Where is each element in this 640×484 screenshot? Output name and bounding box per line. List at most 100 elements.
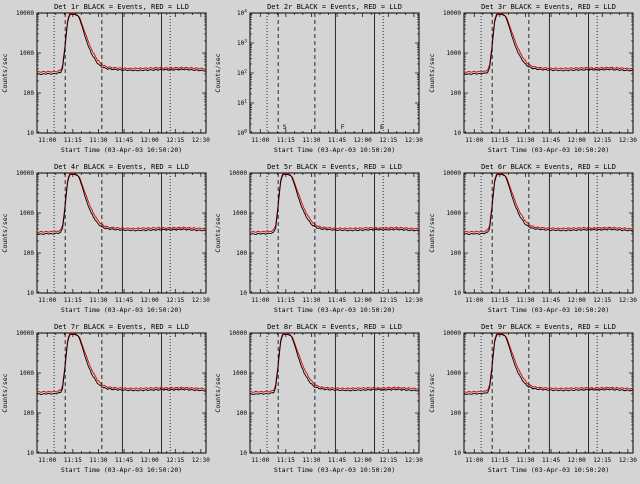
- panel-det-6: Det 6r BLACK = Events, RED = LLD 11:00 11:…: [427, 160, 640, 320]
- x-tick-label: 12:00: [141, 137, 159, 144]
- y-axis-label: Counts/sec: [214, 373, 222, 412]
- y-tick-label: 100: [236, 410, 247, 417]
- series-lld: [250, 173, 420, 233]
- y-axis-label: Counts/sec: [428, 53, 436, 92]
- y-tick-label: 10: [240, 450, 248, 457]
- panel-svg-7: Det 7r BLACK = Events, RED = LLD 11:00 11:…: [1, 323, 210, 474]
- y-tick-label: 1000: [20, 210, 35, 217]
- x-tick-label: 12:00: [567, 137, 585, 144]
- series-events: [36, 333, 207, 396]
- panel-title: Det 4r BLACK = Events, RED = LLD: [54, 163, 189, 171]
- y-tick-label: 10000: [16, 170, 34, 177]
- y-tick-label: 100: [236, 250, 247, 257]
- series-events: [463, 13, 633, 76]
- series-events: [36, 13, 207, 76]
- x-tick-label: 11:45: [328, 137, 346, 144]
- series-events: [250, 333, 420, 395]
- plot-frame: [249, 332, 420, 454]
- panel-title: Det 1r BLACK = Events, RED = LLD: [54, 3, 189, 11]
- annotation-s: S: [283, 123, 287, 131]
- plot-frame: [36, 172, 207, 294]
- x-tick-label: 12:15: [593, 457, 611, 464]
- panel-svg-3: Det 3r BLACK = Events, RED = LLD 11:00 11:…: [428, 3, 637, 154]
- plot-frame: [463, 172, 634, 294]
- series-events: [250, 173, 420, 235]
- series-lld: [36, 173, 207, 233]
- series-lld: [36, 13, 207, 73]
- x-tick-label: 11:45: [115, 137, 133, 144]
- panel-title: Det 5r BLACK = Events, RED = LLD: [267, 163, 402, 171]
- x-tick-label: 11:45: [542, 457, 560, 464]
- x-tick-label: 12:30: [192, 137, 210, 144]
- panel-det-5: Det 5r BLACK = Events, RED = LLD 11:00 11:…: [213, 160, 426, 320]
- x-tick-label: 12:00: [354, 297, 372, 304]
- y-tick-label: 10000: [16, 10, 34, 17]
- x-tick-label: 11:00: [252, 457, 270, 464]
- x-axis-label: Start Time (03-Apr-03 10:50:20): [487, 466, 608, 474]
- x-tick-label: 11:15: [277, 137, 295, 144]
- x-tick-label: 11:00: [38, 457, 56, 464]
- panel-svg-1: Det 1r BLACK = Events, RED = LLD 11:00 11:…: [1, 3, 210, 154]
- y-tick-label: 10: [453, 450, 461, 457]
- annotation-f: F: [341, 123, 345, 131]
- panel-svg-5: Det 5r BLACK = Events, RED = LLD 11:00 11:…: [214, 163, 423, 314]
- x-tick-label: 12:15: [166, 137, 184, 144]
- x-tick-label: 12:00: [567, 297, 585, 304]
- x-tick-label: 11:45: [115, 457, 133, 464]
- x-tick-label: 11:30: [89, 457, 107, 464]
- x-tick-label: 11:45: [328, 297, 346, 304]
- series-lld: [250, 333, 420, 393]
- panel-title: Det 3r BLACK = Events, RED = LLD: [481, 3, 616, 11]
- y-axis-label: Counts/sec: [428, 213, 436, 252]
- x-axis-label: Start Time (03-Apr-03 10:50:20): [61, 146, 182, 154]
- x-tick-label: 12:15: [593, 137, 611, 144]
- panel-svg-8: Det 8r BLACK = Events, RED = LLD 11:00 11:…: [214, 323, 423, 474]
- series-events: [36, 173, 207, 235]
- x-tick-label: 12:30: [619, 297, 637, 304]
- series-lld: [463, 13, 633, 73]
- y-tick-label: 101: [237, 99, 247, 108]
- x-tick-label: 11:00: [38, 297, 56, 304]
- y-tick-label: 100: [23, 410, 34, 417]
- x-tick-label: 12:15: [380, 137, 398, 144]
- panel-title: Det 2r BLACK = Events, RED = LLD: [267, 3, 402, 11]
- panel-det-1: Det 1r BLACK = Events, RED = LLD 11:00 11:…: [0, 0, 213, 160]
- series-events: [463, 333, 633, 395]
- plot-frame: [36, 332, 207, 454]
- x-tick-label: 12:30: [405, 457, 423, 464]
- x-tick-label: 11:30: [89, 297, 107, 304]
- y-axis-label: Counts/sec: [428, 373, 436, 412]
- panel-title: Det 6r BLACK = Events, RED = LLD: [481, 163, 616, 171]
- panel-det-7: Det 7r BLACK = Events, RED = LLD 11:00 11:…: [0, 320, 213, 480]
- x-tick-label: 11:30: [303, 457, 321, 464]
- x-tick-label: 11:15: [64, 137, 82, 144]
- panel-det-9: Det 9r BLACK = Events, RED = LLD 11:00 11:…: [427, 320, 640, 480]
- y-tick-label: 100: [450, 90, 461, 97]
- y-tick-label: 103: [237, 39, 247, 48]
- y-tick-label: 100: [237, 129, 247, 138]
- x-tick-label: 11:15: [277, 297, 295, 304]
- y-tick-label: 1000: [20, 370, 35, 377]
- x-axis-label: Start Time (03-Apr-03 10:50:20): [487, 306, 608, 314]
- annotation-e: E: [380, 123, 384, 131]
- x-tick-label: 12:30: [405, 137, 423, 144]
- x-tick-label: 12:00: [141, 297, 159, 304]
- y-axis-label: Counts/sec: [214, 213, 222, 252]
- y-tick-label: 1000: [446, 50, 461, 57]
- x-axis-label: Start Time (03-Apr-03 10:50:20): [274, 146, 395, 154]
- plot-frame: [249, 172, 420, 294]
- plot-frame: [249, 12, 420, 134]
- x-tick-label: 12:30: [405, 297, 423, 304]
- y-axis-label: Counts/sec: [1, 53, 9, 92]
- x-tick-label: 11:30: [516, 457, 534, 464]
- panel-title: Det 8r BLACK = Events, RED = LLD: [267, 323, 402, 331]
- x-axis-label: Start Time (03-Apr-03 10:50:20): [274, 466, 395, 474]
- series-events: [463, 173, 633, 236]
- plot-frame: [463, 332, 634, 454]
- x-axis-label: Start Time (03-Apr-03 10:50:20): [487, 146, 608, 154]
- x-tick-label: 11:00: [252, 137, 270, 144]
- y-tick-label: 100: [450, 250, 461, 257]
- x-tick-label: 12:00: [354, 457, 372, 464]
- x-tick-label: 11:15: [490, 137, 508, 144]
